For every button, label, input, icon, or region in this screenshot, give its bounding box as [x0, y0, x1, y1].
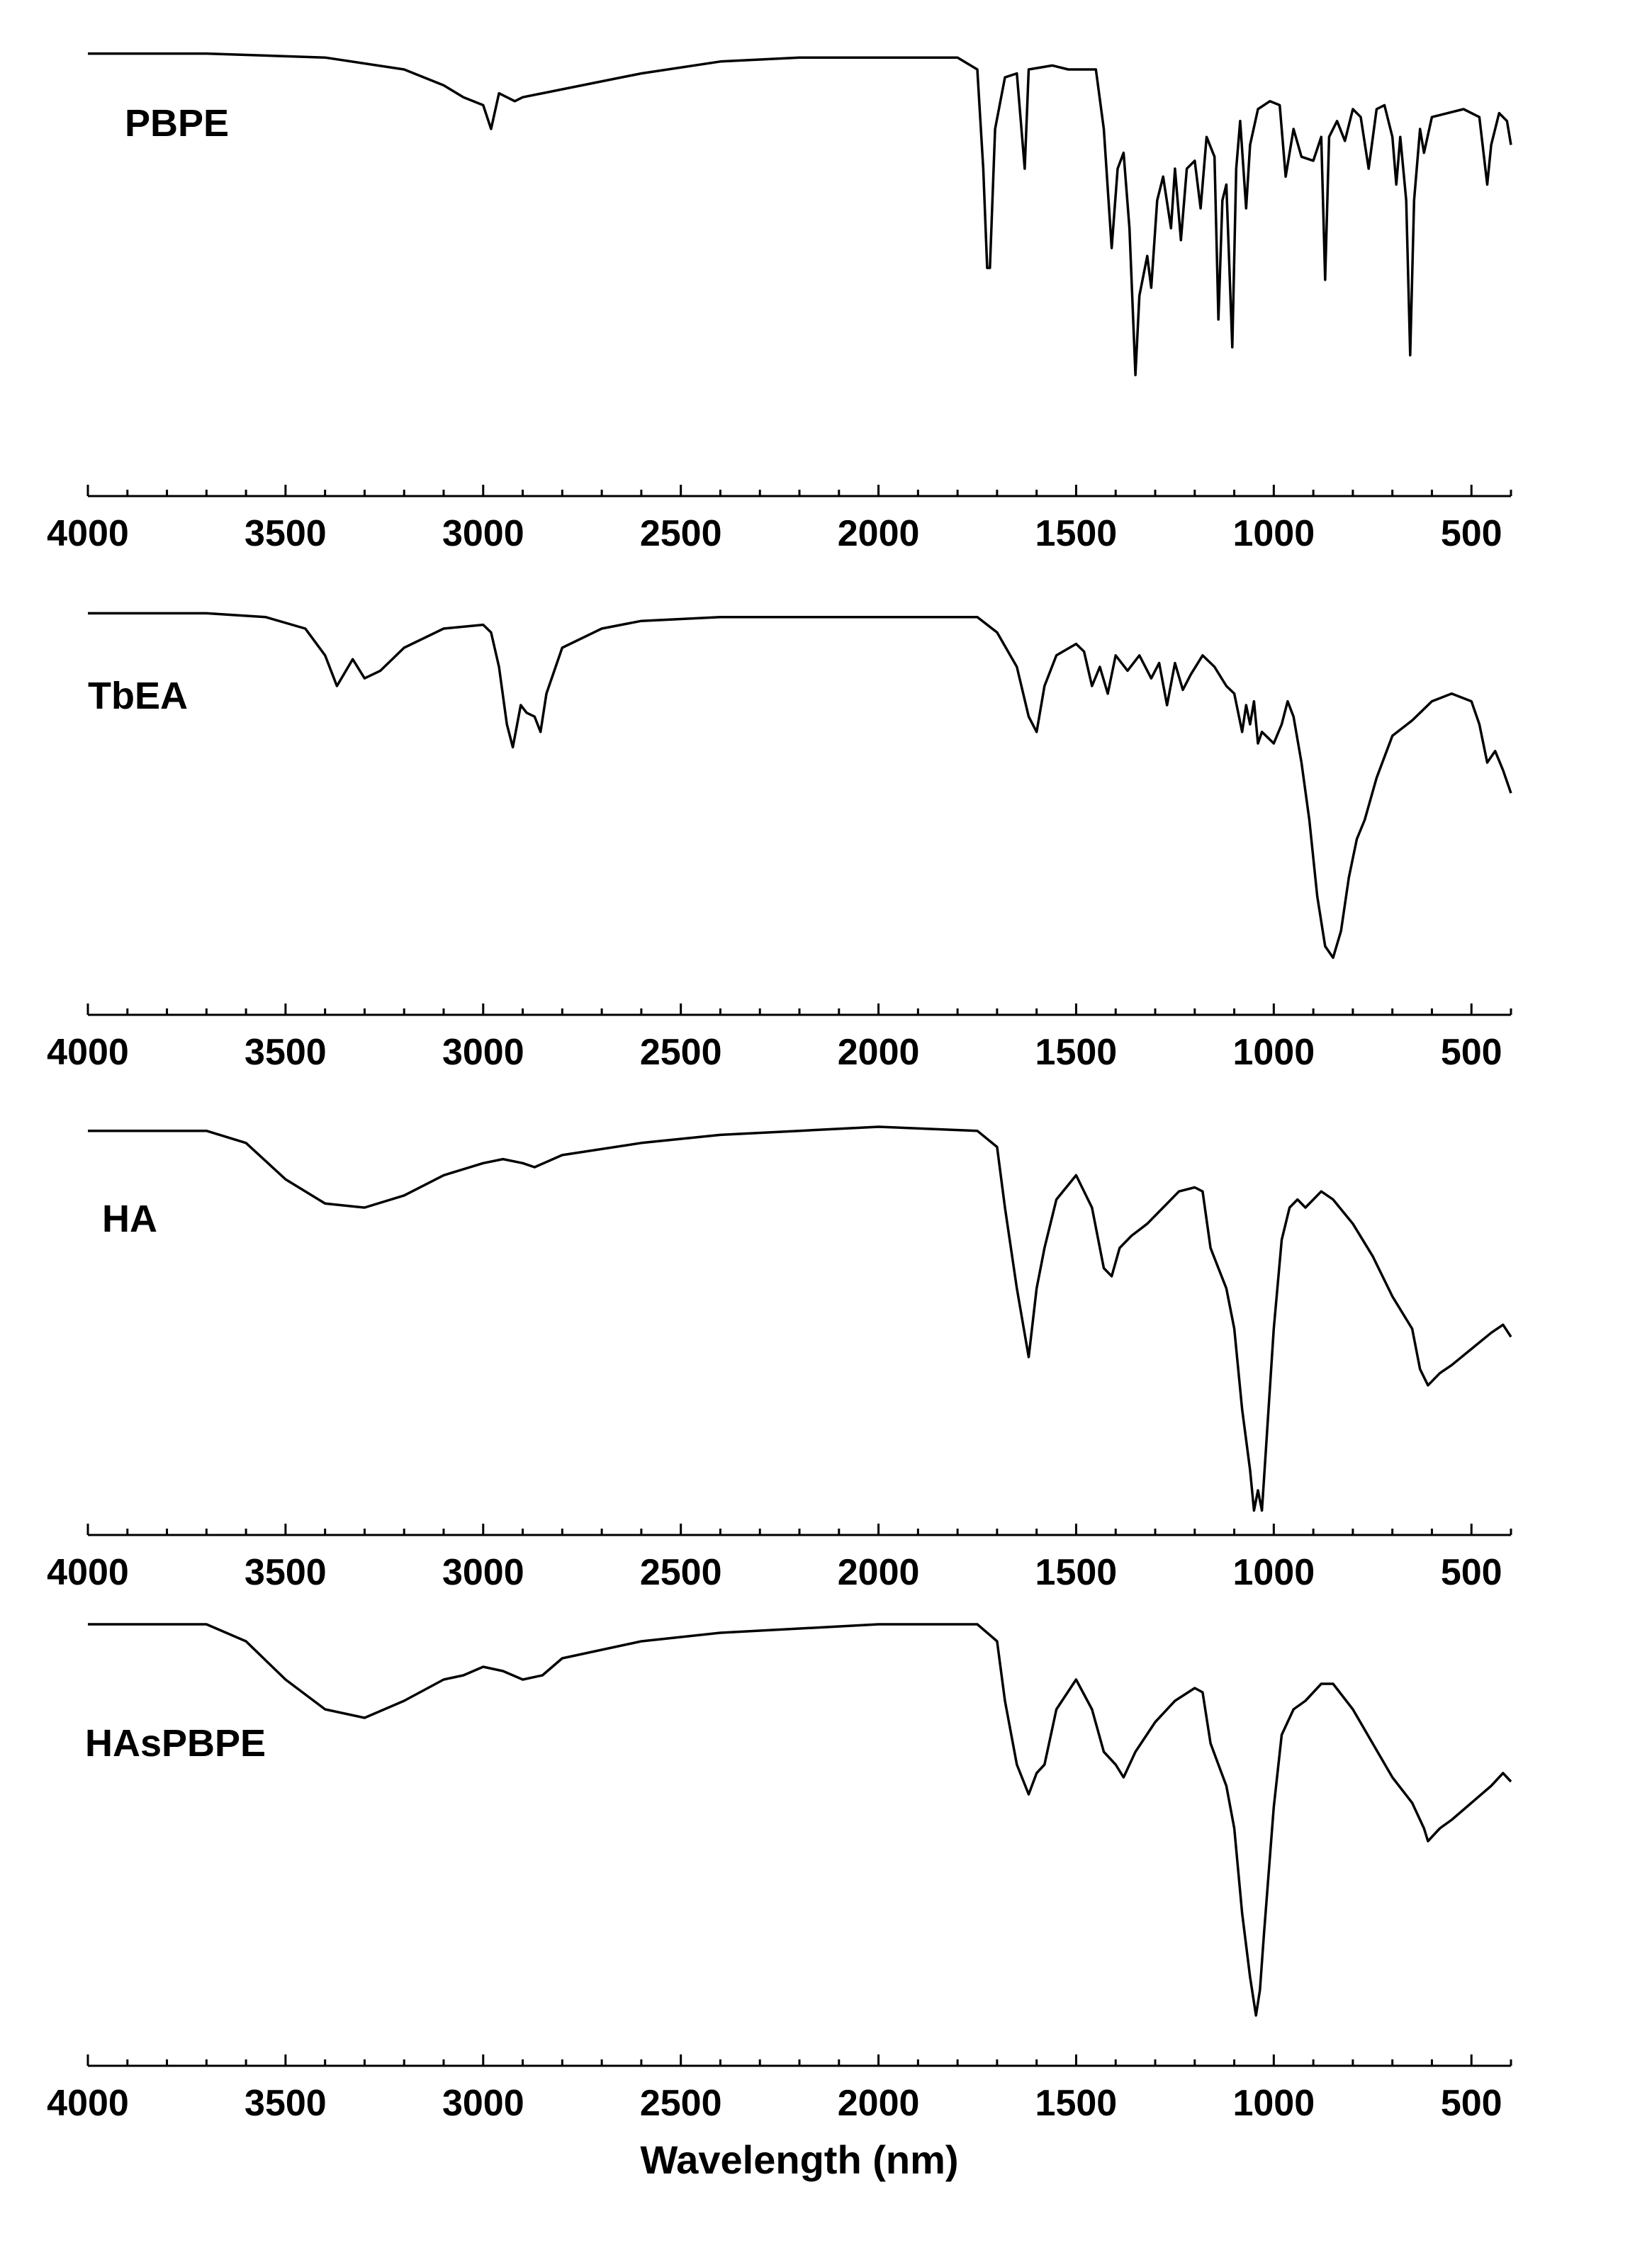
x-axis-tick-labels: 4000 3500 3000 2500 2000 1500 1000 500: [47, 513, 1502, 554]
series-label-pbpe: PBPE: [125, 102, 229, 145]
haspbpe-spectrum-line: [88, 1623, 1512, 2017]
tick-label-2500: 2500: [640, 1552, 722, 1593]
x-axis-title: Wavelength (nm): [640, 2137, 958, 2182]
series-label-haspbpe: HAsPBPE: [85, 1722, 266, 1765]
x-axis-ticks: [86, 2054, 1512, 2066]
x-axis-tick-labels: 4000 3500 3000 2500 2000 1500 1000 500: [47, 1032, 1502, 1073]
tick-label-3500: 3500: [245, 2083, 327, 2124]
tbea-spectrum-line: [88, 612, 1512, 960]
ha-spectrum-line: [88, 1125, 1512, 1512]
pbpe-spectrum-line: [88, 52, 1512, 376]
x-axis-ticks: [86, 485, 1512, 496]
tick-label-4000: 4000: [47, 1552, 129, 1593]
tick-label-3000: 3000: [442, 1032, 524, 1073]
x-axis-ticks: [86, 1003, 1512, 1015]
panel-ha: HA 4000 3500 3000 2500 2000 1500 1000 50…: [47, 1125, 1512, 1593]
tick-label-2500: 2500: [640, 2083, 722, 2124]
x-axis-tick-labels: 4000 3500 3000 2500 2000 1500 1000 500: [47, 1552, 1502, 1593]
tick-label-4000: 4000: [47, 1032, 129, 1073]
panel-haspbpe: HAsPBPE 4000 3500 3000 2500 2000 1500 10…: [47, 1623, 1512, 2124]
tick-label-1500: 1500: [1035, 1032, 1118, 1073]
tick-label-2000: 2000: [838, 1552, 920, 1593]
tick-label-1500: 1500: [1035, 2083, 1118, 2124]
series-label-tbea: TbEA: [88, 675, 188, 717]
tick-label-2000: 2000: [838, 2083, 920, 2124]
tick-label-3000: 3000: [442, 2083, 524, 2124]
tick-label-1500: 1500: [1035, 513, 1118, 554]
tick-label-2500: 2500: [640, 1032, 722, 1073]
tick-label-500: 500: [1441, 2083, 1502, 2124]
tick-label-3000: 3000: [442, 513, 524, 554]
x-axis-ticks: [86, 1524, 1512, 1535]
tick-label-1000: 1000: [1232, 1032, 1315, 1073]
tick-label-4000: 4000: [47, 2083, 129, 2124]
tick-label-3000: 3000: [442, 1552, 524, 1593]
tick-label-2500: 2500: [640, 513, 722, 554]
tick-label-4000: 4000: [47, 513, 129, 554]
panel-pbpe: PBPE 4000 3500 3000 2500 2000 1500 1000 …: [47, 52, 1512, 554]
x-axis-tick-labels: 4000 3500 3000 2500 2000 1500 1000 500: [47, 2083, 1502, 2124]
series-label-ha: HA: [102, 1198, 157, 1240]
tick-label-1500: 1500: [1035, 1552, 1118, 1593]
tick-label-1000: 1000: [1232, 2083, 1315, 2124]
tick-label-3500: 3500: [245, 1552, 327, 1593]
tick-label-2000: 2000: [838, 1032, 920, 1073]
panel-tbea: TbEA 4000 3500 3000 2500 2000 1500 1000 …: [47, 612, 1512, 1073]
tick-label-3500: 3500: [245, 513, 327, 554]
tick-label-1000: 1000: [1232, 1552, 1315, 1593]
tick-label-500: 500: [1441, 1032, 1502, 1073]
tick-label-3500: 3500: [245, 1032, 327, 1073]
tick-label-500: 500: [1441, 1552, 1502, 1593]
tick-label-2000: 2000: [838, 513, 920, 554]
tick-label-500: 500: [1441, 513, 1502, 554]
tick-label-1000: 1000: [1232, 513, 1315, 554]
